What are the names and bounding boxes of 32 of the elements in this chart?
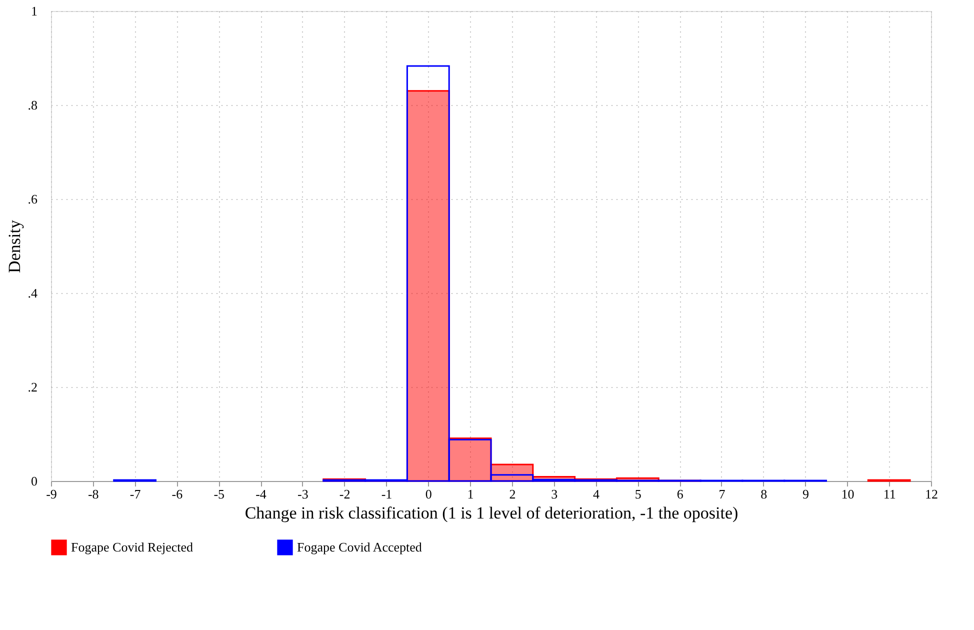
x-tick-label: 10 bbox=[841, 486, 854, 502]
legend-label: Fogape Covid Rejected bbox=[71, 539, 194, 554]
y-tick-label: 0 bbox=[31, 474, 38, 488]
x-tick-label: 0 bbox=[425, 486, 432, 502]
x-tick-label: 3 bbox=[551, 486, 558, 502]
x-tick-label: 1 bbox=[467, 486, 474, 502]
x-tick-label: 4 bbox=[593, 486, 600, 502]
x-tick-label: -6 bbox=[172, 486, 184, 502]
y-tick-label: .6 bbox=[28, 192, 38, 206]
x-tick-label: 5 bbox=[634, 486, 642, 502]
y-tick-label: .4 bbox=[28, 286, 38, 300]
x-tick-label: -2 bbox=[339, 486, 350, 502]
y-tick-label: .8 bbox=[28, 98, 38, 112]
x-tick-label: -9 bbox=[46, 486, 57, 502]
x-tick-label: 12 bbox=[925, 486, 938, 502]
y-tick-label: .2 bbox=[28, 380, 38, 394]
x-tick-label: 2 bbox=[509, 486, 516, 502]
x-tick-label: -3 bbox=[298, 486, 308, 502]
x-tick-label: 9 bbox=[802, 486, 810, 502]
x-tick-label: -7 bbox=[130, 486, 142, 502]
x-tick-label: 6 bbox=[676, 486, 684, 502]
x-tick-label: -4 bbox=[256, 486, 267, 502]
x-axis-title: Change in risk classification (1 is 1 level of deterioration, -1 the oposite) bbox=[244, 504, 738, 522]
x-tick-label: -1 bbox=[381, 486, 392, 502]
y-tick-label: 1 bbox=[31, 4, 38, 18]
x-tick-label: 8 bbox=[760, 486, 768, 502]
x-tick-label: 11 bbox=[883, 486, 896, 502]
x-tick-label: -5 bbox=[214, 486, 225, 502]
y-axis-title: Density bbox=[4, 220, 24, 273]
legend-label: Fogape Covid Accepted bbox=[297, 539, 422, 554]
x-tick-label: 7 bbox=[718, 486, 726, 502]
x-tick-label: -8 bbox=[88, 486, 99, 502]
